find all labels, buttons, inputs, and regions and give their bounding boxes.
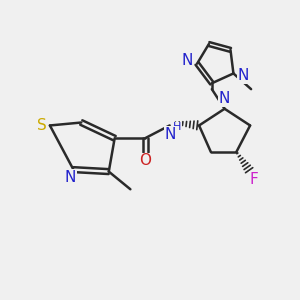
Text: N: N <box>65 170 76 185</box>
Text: O: O <box>139 153 151 168</box>
Text: N: N <box>238 68 249 83</box>
Text: N: N <box>182 53 193 68</box>
Text: N: N <box>219 92 230 106</box>
Text: N: N <box>165 127 176 142</box>
Text: H: H <box>173 122 182 132</box>
Text: F: F <box>250 172 258 187</box>
Text: S: S <box>37 118 47 133</box>
